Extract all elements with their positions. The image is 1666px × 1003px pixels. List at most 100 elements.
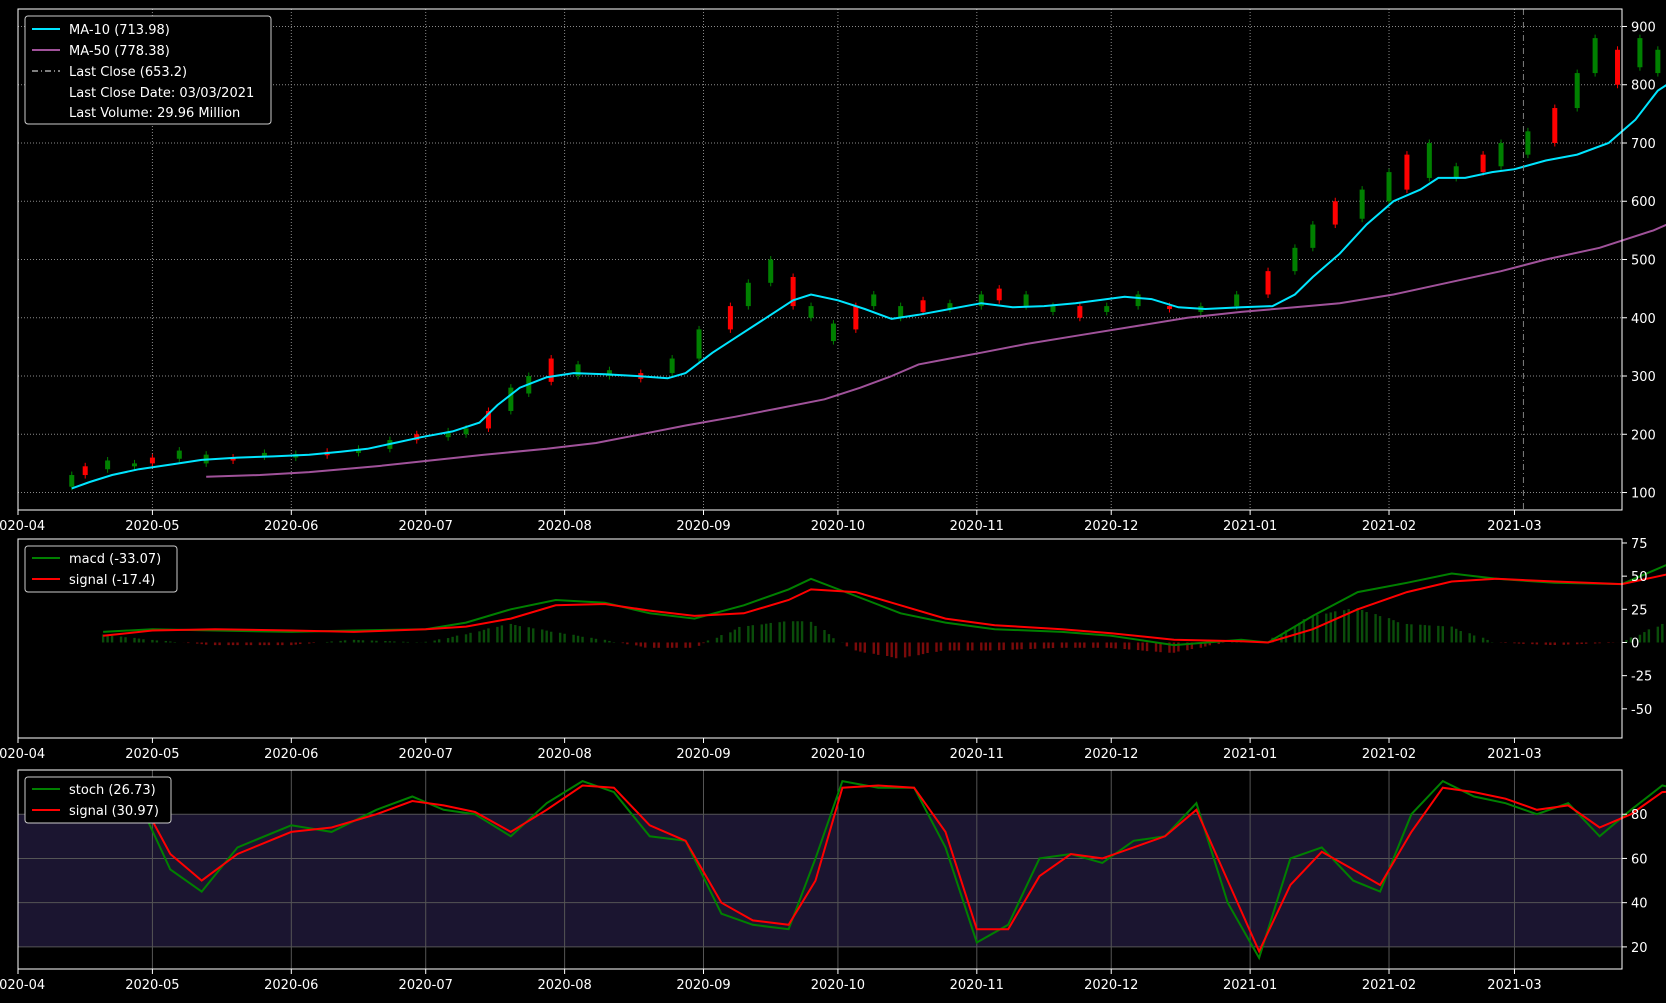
x-tick-label: 2020-08 bbox=[537, 978, 591, 993]
histogram-bar bbox=[1074, 642, 1077, 648]
stoch-line bbox=[71, 779, 1666, 961]
stoch-x-ticks: 2020-04 2020-05 2020-06 2020-07 2020-08 2020-… bbox=[0, 969, 1542, 993]
candle-body bbox=[1359, 189, 1365, 219]
histogram-bar bbox=[339, 640, 342, 643]
stoch-range-band bbox=[18, 814, 1622, 947]
histogram-bar bbox=[1472, 635, 1476, 643]
histogram-bar bbox=[666, 642, 669, 648]
histogram-bar bbox=[1029, 642, 1032, 649]
histogram-bar bbox=[751, 625, 754, 643]
histogram-bar bbox=[1190, 642, 1194, 650]
histogram-bar bbox=[169, 641, 172, 643]
histogram-bar bbox=[142, 639, 145, 643]
histogram-bar bbox=[1481, 637, 1485, 643]
candle-body bbox=[1637, 38, 1643, 68]
histogram-bar bbox=[1392, 620, 1395, 643]
x-tick-label: 2021-03 bbox=[1487, 519, 1541, 534]
histogram-bar bbox=[791, 621, 795, 643]
histogram-bar bbox=[124, 637, 127, 643]
histogram-bar bbox=[1217, 642, 1220, 645]
histogram-bar bbox=[213, 642, 217, 646]
x-tick-label: 2020-05 bbox=[125, 519, 179, 534]
x-tick-label: 2020-12 bbox=[1084, 519, 1138, 534]
candle-body bbox=[1023, 294, 1029, 307]
histogram-bar bbox=[299, 642, 302, 645]
legend-label-stoch: stoch (26.73) bbox=[69, 783, 156, 798]
x-tick-label: 2021-01 bbox=[1223, 747, 1277, 762]
histogram-bar bbox=[1208, 642, 1211, 646]
histogram-bar bbox=[1199, 642, 1203, 648]
histogram-bar bbox=[715, 637, 719, 643]
histogram-bar bbox=[1329, 612, 1332, 643]
price-gridlines bbox=[17, 9, 1622, 510]
histogram-bar bbox=[151, 639, 154, 643]
histogram-bar bbox=[231, 642, 235, 646]
legend-label-last-volume: Last Volume: 29.96 Million bbox=[69, 106, 240, 121]
histogram-bar bbox=[357, 640, 360, 643]
candle-body bbox=[356, 448, 362, 453]
histogram-bar bbox=[281, 642, 284, 646]
histogram-bar bbox=[1549, 642, 1552, 646]
candle-body bbox=[1426, 142, 1432, 178]
candle-body bbox=[131, 463, 137, 467]
histogram-bar bbox=[101, 634, 105, 643]
histogram-bar bbox=[688, 642, 692, 648]
histogram-bar bbox=[110, 635, 114, 643]
candle-body bbox=[790, 276, 796, 307]
histogram-bar bbox=[1562, 642, 1565, 645]
histogram-bar bbox=[1136, 642, 1140, 651]
x-tick-label: 2020-08 bbox=[537, 519, 591, 534]
candle-body bbox=[149, 457, 155, 464]
histogram-bar bbox=[796, 621, 799, 643]
candle-body bbox=[485, 410, 491, 429]
histogram-bar bbox=[137, 638, 141, 643]
histogram-bar bbox=[312, 642, 315, 644]
histogram-bar bbox=[1042, 642, 1046, 649]
histogram-bar bbox=[953, 642, 956, 651]
histogram-bar bbox=[1423, 625, 1427, 643]
histogram-bar bbox=[1015, 642, 1019, 650]
candle-body bbox=[1404, 154, 1410, 190]
x-tick-label: 2020-11 bbox=[950, 519, 1004, 534]
histogram-bar bbox=[1343, 610, 1346, 643]
histogram-bar bbox=[832, 638, 835, 643]
candle-body bbox=[1453, 166, 1459, 178]
histogram-bar bbox=[384, 640, 387, 643]
histogram-bar bbox=[1154, 642, 1158, 652]
candle-body bbox=[69, 475, 75, 487]
y-tick-label: 0 bbox=[1631, 636, 1639, 651]
histogram-bar bbox=[424, 641, 427, 643]
histogram-bar bbox=[1584, 642, 1588, 644]
histogram-bar bbox=[518, 626, 522, 643]
histogram-bar bbox=[886, 642, 889, 657]
x-tick-label: 2020-07 bbox=[399, 519, 453, 534]
histogram-bar bbox=[402, 641, 405, 643]
histogram-bar bbox=[1186, 642, 1189, 651]
y-tick-label: 400 bbox=[1631, 312, 1656, 327]
histogram-bar bbox=[245, 642, 248, 646]
candle-body bbox=[1332, 201, 1338, 225]
y-tick-label: 50 bbox=[1631, 570, 1648, 585]
histogram-bar bbox=[1647, 629, 1651, 643]
histogram-bar bbox=[639, 642, 642, 647]
candle-body bbox=[745, 282, 751, 307]
histogram-bar bbox=[1459, 631, 1462, 643]
candle-body bbox=[548, 358, 554, 382]
x-tick-label: 2020-04 bbox=[0, 519, 45, 534]
histogram-bar bbox=[218, 642, 221, 646]
histogram-bar bbox=[894, 642, 898, 659]
histogram-bar bbox=[769, 622, 772, 643]
histogram-bar bbox=[276, 642, 280, 646]
histogram-bar bbox=[626, 642, 629, 645]
y-tick-label: 20 bbox=[1631, 941, 1648, 956]
histogram-bar bbox=[1405, 623, 1409, 643]
histogram-bar bbox=[204, 642, 208, 645]
candle-body bbox=[669, 358, 675, 374]
x-tick-label: 2020-05 bbox=[125, 747, 179, 762]
x-tick-label: 2020-09 bbox=[676, 747, 730, 762]
histogram-bar bbox=[800, 621, 804, 643]
histogram-bar bbox=[1159, 642, 1162, 653]
histogram-bar bbox=[1092, 642, 1095, 648]
